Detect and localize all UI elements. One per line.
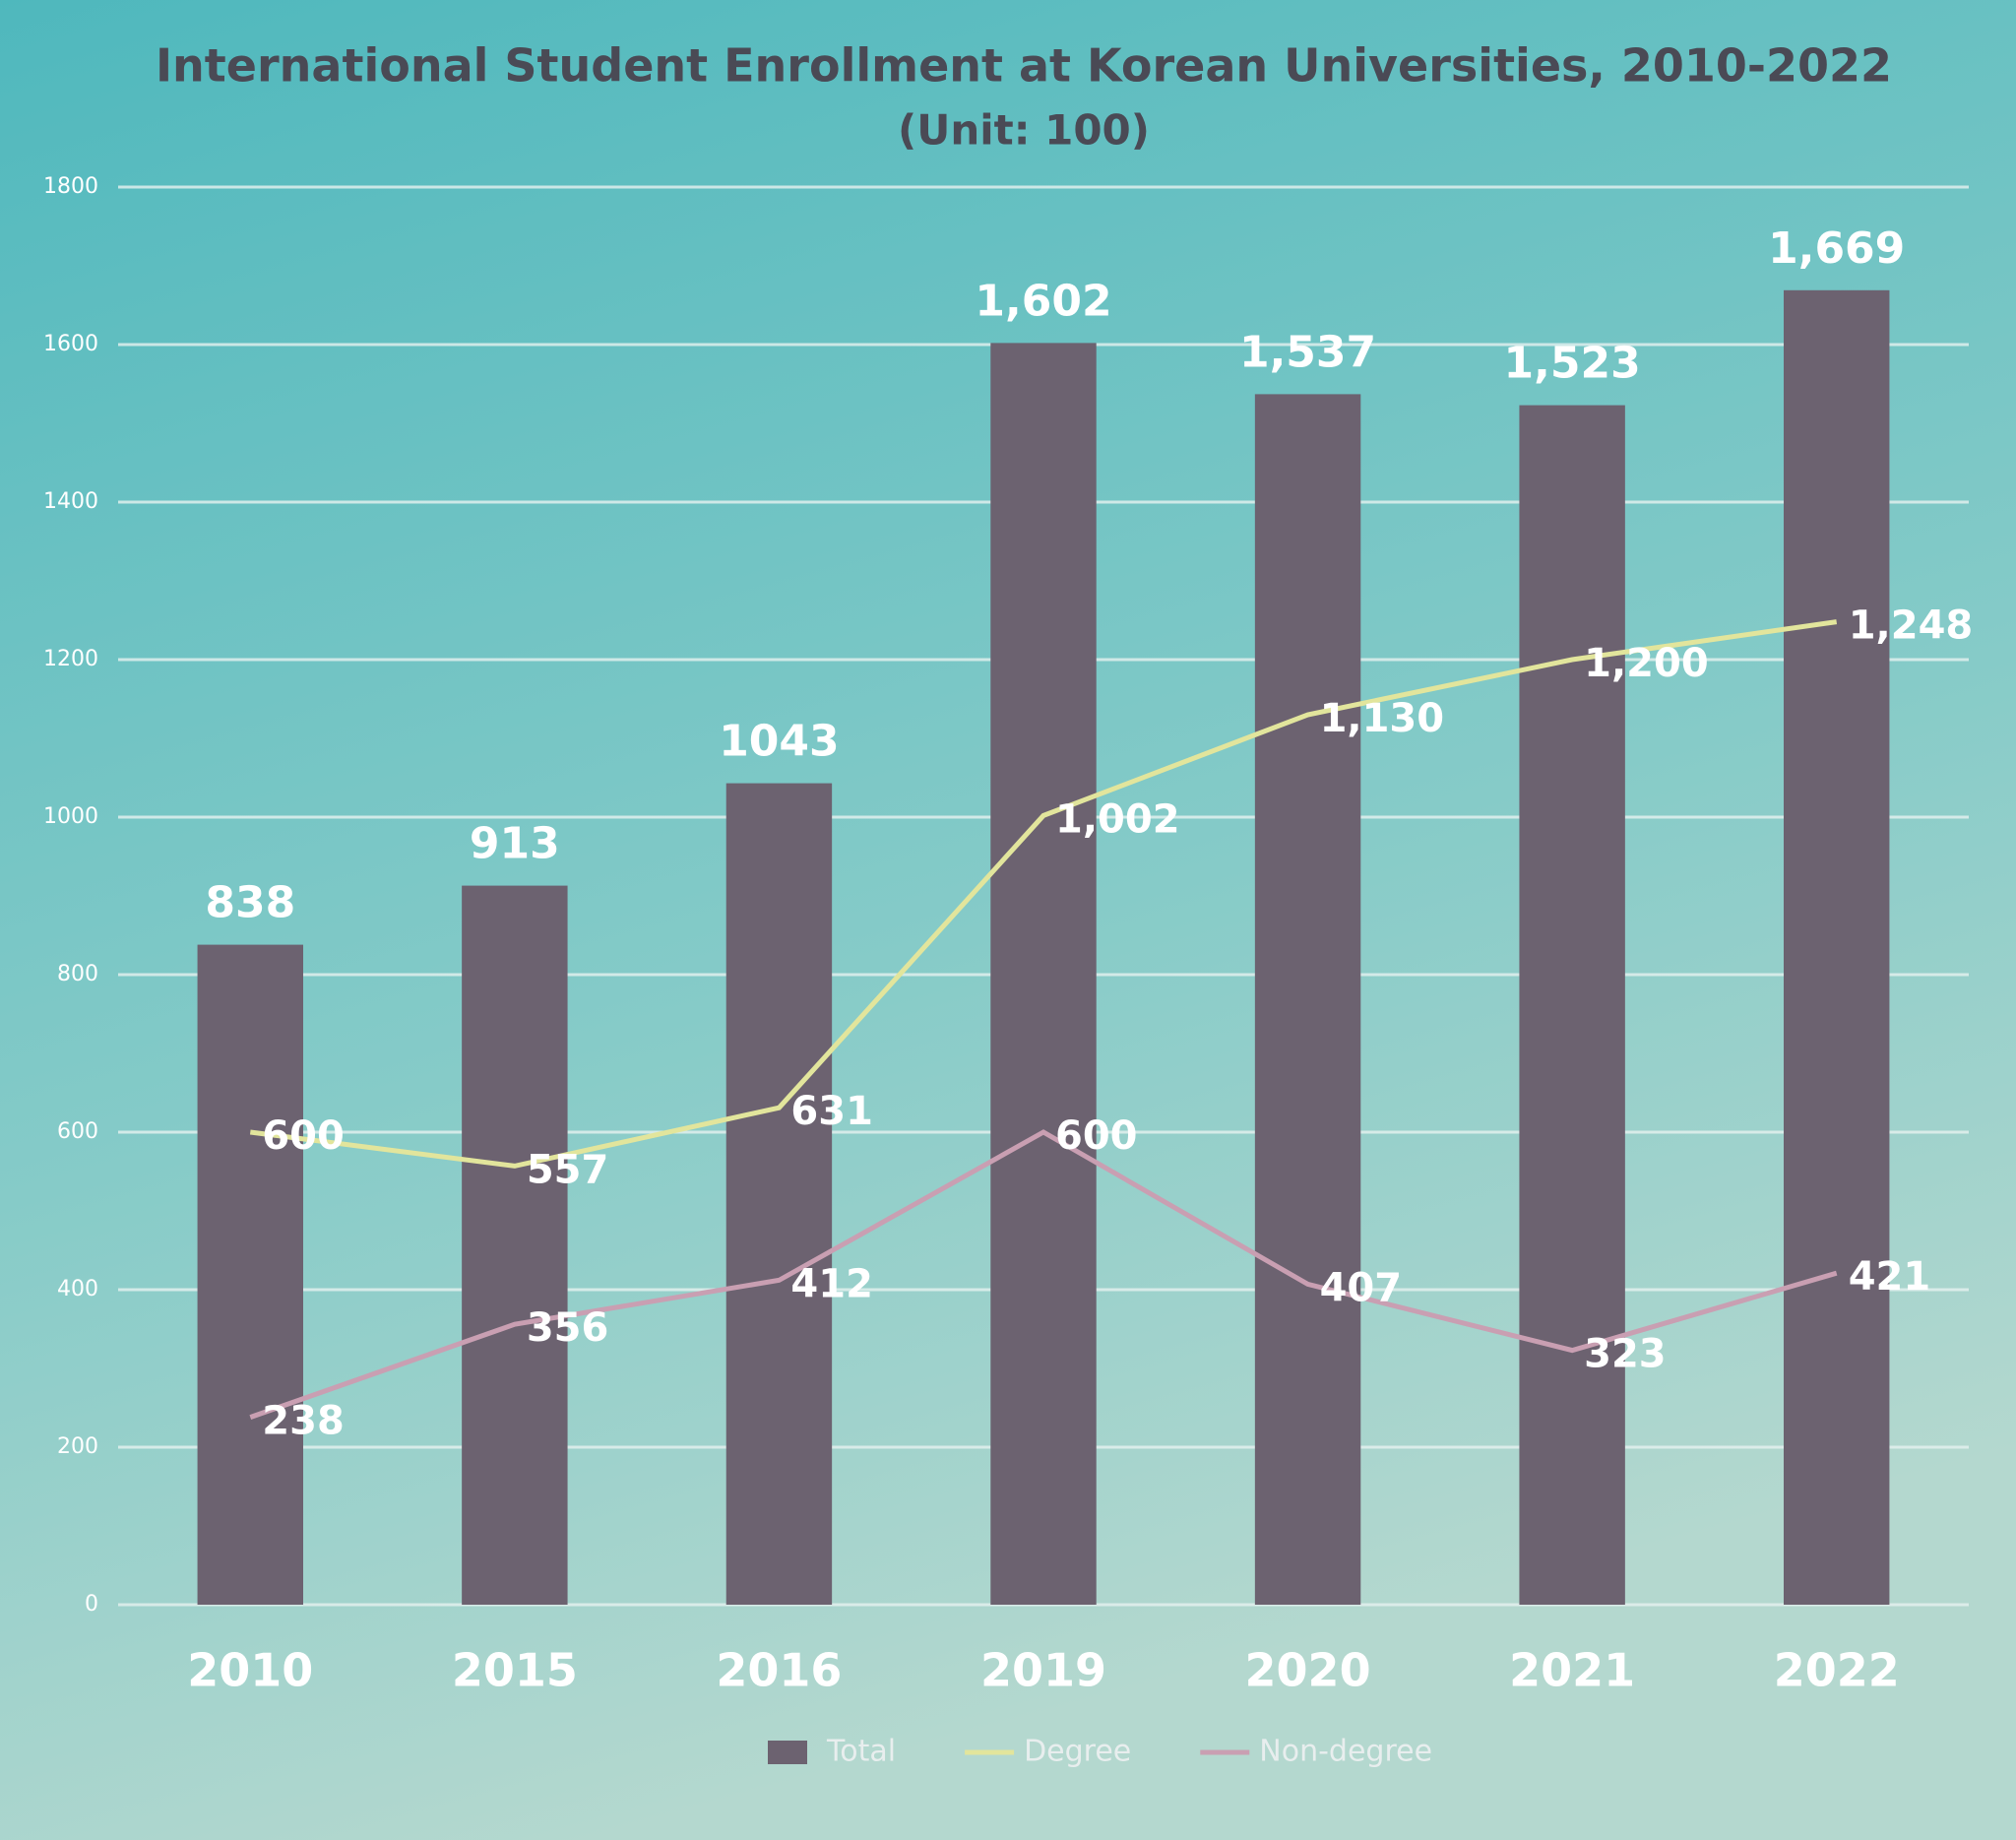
bar-value-label: 1,523 xyxy=(1504,339,1641,389)
bar-value-label: 913 xyxy=(470,819,560,869)
y-tick-label: 400 xyxy=(57,1277,98,1301)
legend-label: Total xyxy=(826,1735,896,1769)
line-value-label: 1,200 xyxy=(1584,641,1709,686)
x-tick-label: 2015 xyxy=(452,1644,578,1697)
bar xyxy=(1254,394,1361,1605)
x-tick-label: 2020 xyxy=(1245,1644,1371,1697)
legend-label: Degree xyxy=(1024,1735,1131,1769)
line-value-label: 557 xyxy=(527,1147,609,1192)
line-value-label: 631 xyxy=(790,1089,873,1134)
line-series xyxy=(249,1129,1838,1420)
line-value-label: 356 xyxy=(527,1305,609,1351)
chart-subtitle: (Unit: 100) xyxy=(898,106,1150,155)
line-value-label: 1,130 xyxy=(1320,696,1445,741)
line-series xyxy=(249,619,1838,1169)
legend-label: Non-degree xyxy=(1259,1735,1432,1769)
y-tick-label: 1400 xyxy=(43,489,98,514)
x-tick-label: 2022 xyxy=(1774,1644,1900,1697)
x-tick-label: 2021 xyxy=(1509,1644,1635,1697)
bar-value-label: 1,669 xyxy=(1768,223,1905,274)
bar-value-label: 1,602 xyxy=(975,276,1111,326)
bar xyxy=(1519,405,1625,1606)
line-value-label: 1,002 xyxy=(1055,796,1180,842)
y-tick-label: 600 xyxy=(57,1119,98,1144)
x-tick-label: 2016 xyxy=(716,1644,842,1697)
line-value-label: 1,248 xyxy=(1849,603,1974,649)
line-value-label: 600 xyxy=(1055,1113,1138,1159)
line-value-label: 238 xyxy=(262,1399,345,1444)
x-tick-label: 2019 xyxy=(980,1644,1106,1697)
bar xyxy=(990,343,1097,1605)
y-tick-label: 800 xyxy=(57,962,98,986)
bar xyxy=(197,944,303,1605)
y-tick-label: 0 xyxy=(85,1592,98,1617)
line-value-label: 421 xyxy=(1849,1254,1931,1300)
bar xyxy=(725,783,833,1605)
bar-value-label: 838 xyxy=(205,878,295,928)
bar xyxy=(1784,289,1890,1605)
bar-value-label: 1,537 xyxy=(1239,327,1376,377)
line-value-label: 407 xyxy=(1320,1265,1403,1310)
bar-value-label: 1043 xyxy=(719,717,839,767)
x-tick-label: 2010 xyxy=(187,1644,313,1697)
line-value-label: 323 xyxy=(1584,1332,1667,1377)
y-tick-label: 1200 xyxy=(43,647,98,671)
y-tick-label: 1600 xyxy=(43,332,98,356)
y-tick-label: 1000 xyxy=(43,804,98,829)
y-tick-label: 1800 xyxy=(43,174,98,199)
line-value-label: 600 xyxy=(262,1113,345,1159)
y-tick-label: 200 xyxy=(57,1434,98,1459)
line-value-label: 412 xyxy=(790,1261,873,1306)
legend-swatch xyxy=(768,1741,807,1764)
chart-title: International Student Enrollment at Kore… xyxy=(156,39,1892,93)
bar xyxy=(462,885,568,1605)
